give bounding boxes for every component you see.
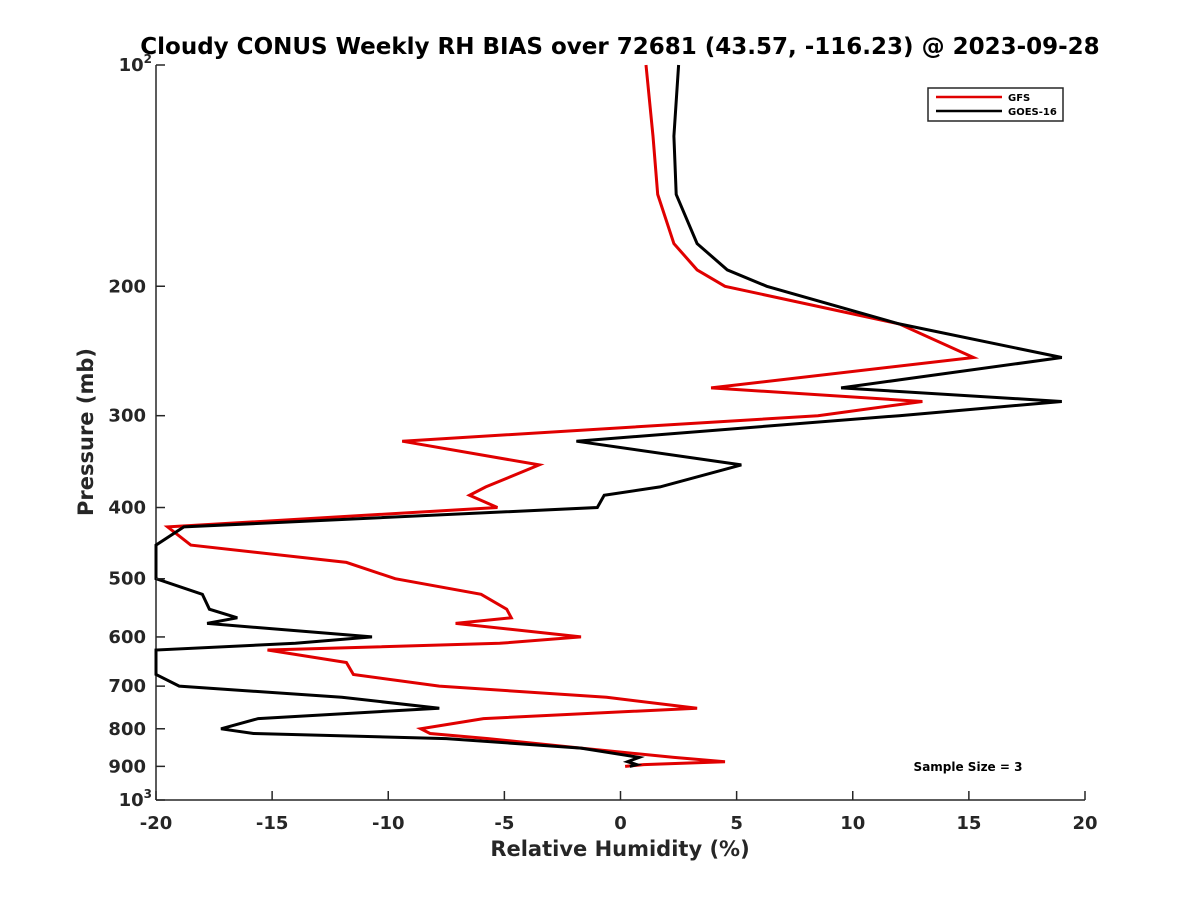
x-tick-label: -5 [494,813,514,834]
y-tick-label: 103 [119,787,152,811]
y-tick-label: 800 [108,719,146,740]
y-tick-label: 300 [108,406,146,427]
legend: GFS GOES-16 [927,87,1064,122]
x-tick-label: 15 [956,813,981,834]
legend-label: GOES-16 [1008,107,1057,118]
series-line-goes-16 [154,64,1063,768]
x-tick-label: 5 [730,813,743,834]
series-line-gfs [163,64,980,768]
x-tick-label: 20 [1072,813,1097,834]
y-tick-label: 900 [108,756,146,777]
y-tick-label: 102 [119,52,152,76]
x-tick-label: -20 [140,813,173,834]
x-tick-label: 10 [840,813,865,834]
y-tick-label: 200 [108,276,146,297]
y-tick-label: 700 [108,676,146,697]
x-tick-label: 0 [614,813,627,834]
sample-size-annotation: Sample Size = 3 [914,760,1023,774]
x-axis-ticks: -20 -15 -10 -5 0 5 10 15 20 [140,791,1098,834]
y-tick-label: 500 [108,569,146,590]
chart-title: Cloudy CONUS Weekly RH BIAS over 72681 (… [140,34,1099,60]
y-tick-label: 600 [108,627,146,648]
series-layer [154,64,1063,768]
legend-box [927,87,1064,122]
x-tick-label: -15 [256,813,289,834]
y-tick-label: 400 [108,498,146,519]
plot-area [155,65,1085,801]
y-axis-ticks: 102 200 300 400 500 600 700 800 900 103 [108,52,165,811]
x-tick-label: -10 [372,813,405,834]
x-axis-label: Relative Humidity (%) [490,837,749,861]
legend-label: GFS [1008,93,1030,104]
y-axis-label: Pressure (mb) [74,348,98,516]
